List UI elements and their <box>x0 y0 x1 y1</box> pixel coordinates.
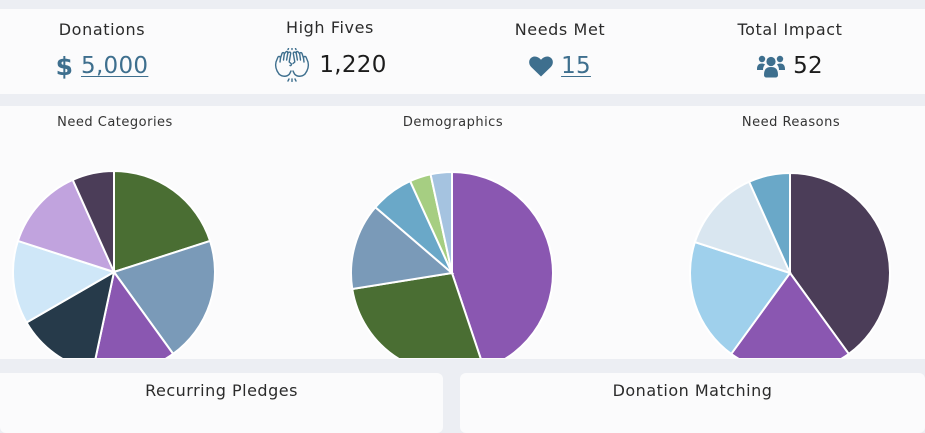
pie-slice[interactable] <box>93 269 175 358</box>
need-categories-pie[interactable] <box>0 138 230 358</box>
stat-needs-met: Needs Met 15 <box>460 9 660 81</box>
high-five-icon <box>273 48 311 82</box>
donation-matching-title: Donation Matching <box>612 381 773 400</box>
pie-slice[interactable] <box>689 240 792 356</box>
recurring-pledges-title: Recurring Pledges <box>145 381 298 400</box>
stat-label: Total Impact <box>737 20 843 39</box>
need-reasons-pie[interactable] <box>676 138 906 358</box>
pie-slice[interactable] <box>451 170 554 358</box>
total-impact-value: 52 <box>793 53 823 79</box>
pie-slice[interactable] <box>747 171 791 274</box>
chart-need-categories: Need Categories <box>0 106 230 359</box>
pie-slice[interactable] <box>350 205 455 291</box>
stats-bar: Donations $ 5,000 High Fives <box>0 9 925 94</box>
heart-icon <box>529 56 553 77</box>
stat-label: Needs Met <box>514 20 606 39</box>
chart-need-reasons: Need Reasons <box>676 106 906 359</box>
pie-slice[interactable] <box>112 239 216 356</box>
donations-value-link[interactable]: 5,000 <box>81 53 149 79</box>
stat-high-fives: High Fives 1,220 <box>230 9 430 82</box>
chart-title: Need Categories <box>57 115 173 130</box>
chart-demographics: Demographics <box>338 106 568 359</box>
chart-title: Demographics <box>402 115 504 130</box>
pie-slice[interactable] <box>351 271 484 358</box>
pie-slice[interactable] <box>16 178 116 274</box>
stat-total-impact: Total Impact 52 <box>690 9 890 81</box>
high-fives-value: 1,220 <box>319 52 387 78</box>
pie-slice[interactable] <box>25 270 116 358</box>
dollar-icon: $ <box>55 51 74 81</box>
pie-slice[interactable] <box>429 170 453 274</box>
demographics-pie[interactable] <box>338 138 568 358</box>
pie-slice[interactable] <box>12 239 117 324</box>
stat-donations: Donations $ 5,000 <box>2 9 202 81</box>
pie-slice[interactable] <box>729 271 851 358</box>
needs-met-value-link[interactable]: 15 <box>561 53 591 79</box>
donation-matching-card: Donation Matching <box>460 373 925 433</box>
charts-panel: Need Categories Demographics Need Reason… <box>0 106 925 359</box>
pie-slice[interactable] <box>71 169 115 273</box>
pie-slice[interactable] <box>693 180 792 275</box>
stat-label: Donations <box>58 20 146 39</box>
users-icon <box>757 54 786 78</box>
stat-label: High Fives <box>286 18 374 37</box>
recurring-pledges-card: Recurring Pledges <box>0 373 443 433</box>
pie-slice[interactable] <box>789 171 891 356</box>
chart-title: Need Reasons <box>741 115 841 130</box>
pie-slice[interactable] <box>113 169 212 274</box>
